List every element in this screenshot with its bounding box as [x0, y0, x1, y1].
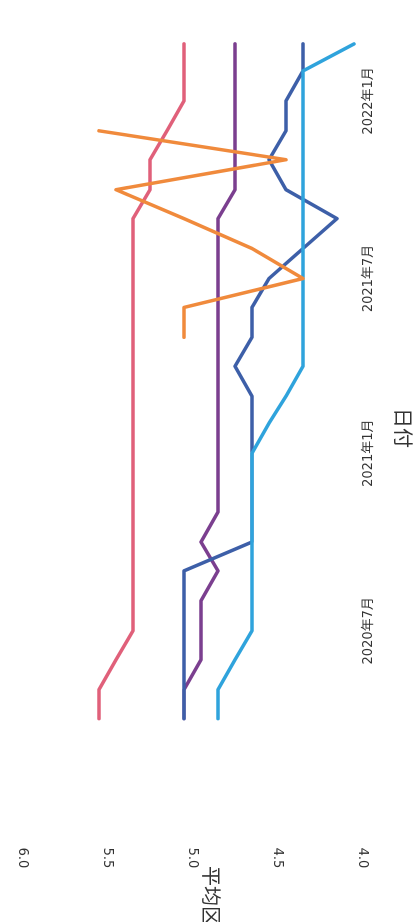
plot-area [97, 42, 356, 721]
x-tick-label: 2020年7月 [361, 597, 376, 664]
y-axis-title: 平均区分 [199, 866, 223, 922]
series-line-3 [182, 42, 339, 721]
x-axis-title: 日付 [391, 408, 415, 448]
y-tick-label: 6.0 [15, 848, 30, 869]
x-tick-label: 2021年1月 [361, 420, 376, 487]
y-tick-label: 5.0 [185, 848, 200, 869]
series-line-4 [216, 42, 356, 721]
series-line-1 [97, 42, 186, 721]
series-line-2 [182, 42, 237, 721]
x-axis: 2020年7月 2021年1月 2021年7月 2022年1月 [361, 67, 376, 664]
x-tick-label: 2021年7月 [361, 245, 376, 312]
y-axis: 4.0 4.5 5.0 5.5 6.0 [15, 848, 370, 869]
y-tick-label: 4.0 [355, 848, 370, 869]
y-tick-label: 4.5 [270, 848, 285, 869]
series-line-5 [97, 129, 305, 340]
y-tick-label: 5.5 [100, 848, 115, 869]
x-tick-label: 2022年1月 [361, 67, 376, 134]
